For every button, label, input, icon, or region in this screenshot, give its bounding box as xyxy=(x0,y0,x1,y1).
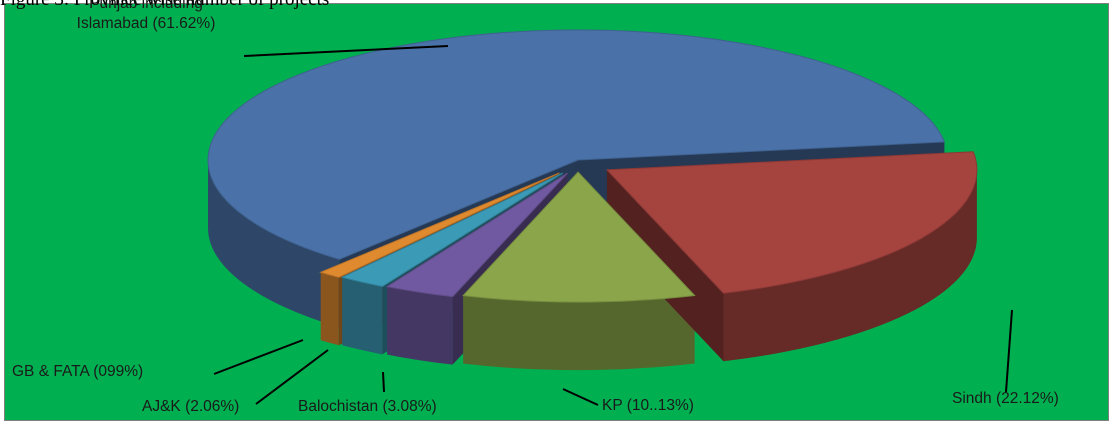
pie-slice-side-balochistan xyxy=(387,286,453,365)
leader-line-ajk xyxy=(255,349,329,405)
data-label-balochistan: Balochistan (3.08%) xyxy=(298,398,437,415)
pie-slice-gb-fata xyxy=(319,172,560,278)
data-label-sindh: Sindh (22.12%) xyxy=(952,390,1059,407)
data-label-kp: KP (10..13%) xyxy=(602,397,694,414)
pie-slice-side-gb-fata xyxy=(320,272,339,346)
data-label-punjab: Punjab including xyxy=(89,0,203,12)
pie-slice-balochistan xyxy=(385,172,568,298)
leader-line-gb-fata xyxy=(213,339,304,375)
data-label-punjab: Islamabad (61.62%) xyxy=(77,15,216,32)
pie-slice-side-ajk xyxy=(342,277,383,355)
pie-slice-side-sindh xyxy=(723,169,977,362)
leader-line-balochistan xyxy=(382,371,385,393)
figure-caption: Figure 3: Province wise number of projec… xyxy=(0,0,1117,10)
pie-slice-kp xyxy=(462,171,696,303)
pie-slice-sindh xyxy=(605,151,978,294)
pie-slice-side-kp xyxy=(463,295,695,371)
data-label-ajk: AJ&K (2.06%) xyxy=(142,398,239,415)
pie-slice-ajk xyxy=(340,172,564,287)
data-label-gb-fata: GB & FATA (099%) xyxy=(12,363,143,380)
leader-line-sindh xyxy=(1005,309,1013,393)
leader-line-punjab xyxy=(243,45,449,57)
leader-line-kp xyxy=(562,388,599,406)
pie-slice-side-punjab xyxy=(208,160,340,328)
pie-slice-punjab xyxy=(207,29,946,260)
